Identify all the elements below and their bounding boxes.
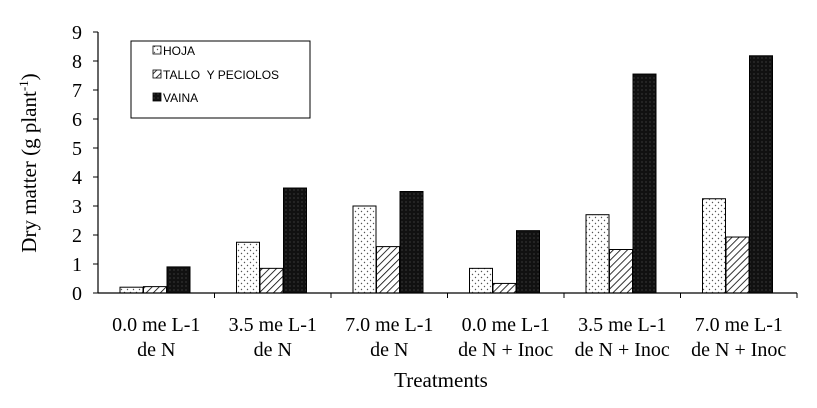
legend: HOJA TALLO Y PECIOLOS VAINA <box>130 40 311 119</box>
bar-dark-0 <box>166 266 191 294</box>
bar-dots-2 <box>352 205 377 294</box>
x-tick-label: 0.0 me L-1 <box>462 314 550 336</box>
legend-swatch-vaina <box>152 92 162 102</box>
bar-hatch-1 <box>259 267 284 294</box>
bar-dark-1 <box>283 187 307 294</box>
bar-dots-1 <box>236 241 260 294</box>
bar-hatch-3 <box>492 282 517 294</box>
bar-dark-2 <box>399 191 424 294</box>
bar-dark-4 <box>632 73 657 294</box>
x-tick-labels-group: 0.0 me L-1 de N 3.5 me L-1 de N 7.0 me L-1 de… <box>112 293 798 361</box>
x-tick-label: de N <box>137 339 175 361</box>
x-tick-label: 7.0 me L-1 <box>345 314 433 336</box>
y-tick-label: 6 <box>72 109 82 131</box>
bar-dots-4 <box>585 214 610 294</box>
legend-swatch-tallo <box>152 69 162 79</box>
y-tick-label: 9 <box>72 22 82 44</box>
bar-dark-5 <box>749 55 773 294</box>
x-tick-label: de N + Inoc <box>691 339 786 361</box>
legend-label-tallo: TALLO Y PECIOLOS <box>163 68 279 82</box>
bar-dots-5 <box>702 198 726 294</box>
x-tick-label: 7.0 me L-1 <box>695 314 783 336</box>
bar-hatch-4 <box>609 249 633 294</box>
bar-hatch-0 <box>143 286 167 294</box>
y-axis-label: Dry matter (g plant-1) <box>16 73 41 252</box>
x-tick-label: 0.0 me L-1 <box>112 314 200 336</box>
bar-dark-3 <box>516 230 540 294</box>
legend-label-hoja: HOJA <box>163 44 195 58</box>
y-tick-label: 0 <box>72 283 82 305</box>
y-tick-label: 7 <box>72 80 82 102</box>
x-tick-label: de N <box>254 339 292 361</box>
y-tick-label: 4 <box>72 167 82 189</box>
x-tick-label: de N + Inoc <box>575 339 670 361</box>
x-axis-label: Treatments <box>394 368 488 392</box>
y-tick-label: 3 <box>72 196 82 218</box>
y-tick-label: 5 <box>72 138 82 160</box>
y-axis-label-close: ) <box>17 73 41 80</box>
y-tick-label: 8 <box>72 51 82 73</box>
plot-area: 0 1 2 3 4 5 6 7 8 9 0.0 me L-1 de N 3.5 me L-1 de N 7… <box>72 22 798 361</box>
bar-dots-0 <box>119 286 144 294</box>
x-tick-label: 3.5 me L-1 <box>229 314 317 336</box>
bar-hatch-5 <box>725 236 750 294</box>
x-tick-label: de N <box>370 339 408 361</box>
y-tick-label: 1 <box>72 254 82 276</box>
y-tick-label: 2 <box>72 225 82 247</box>
legend-swatch-hoja <box>152 45 162 55</box>
x-tick-label: de N + Inoc <box>458 339 553 361</box>
x-tick-label: 3.5 me L-1 <box>578 314 666 336</box>
bar-dots-3 <box>469 267 493 294</box>
y-ticks-group: 0 1 2 3 4 5 6 7 8 9 <box>72 22 98 305</box>
bars-group <box>119 55 773 294</box>
bar-hatch-2 <box>376 246 400 294</box>
y-axis-label-main: Dry matter (g plant <box>17 91 41 253</box>
y-axis-label-sup: -1 <box>16 80 31 91</box>
legend-label-vaina: VAINA <box>163 91 198 105</box>
